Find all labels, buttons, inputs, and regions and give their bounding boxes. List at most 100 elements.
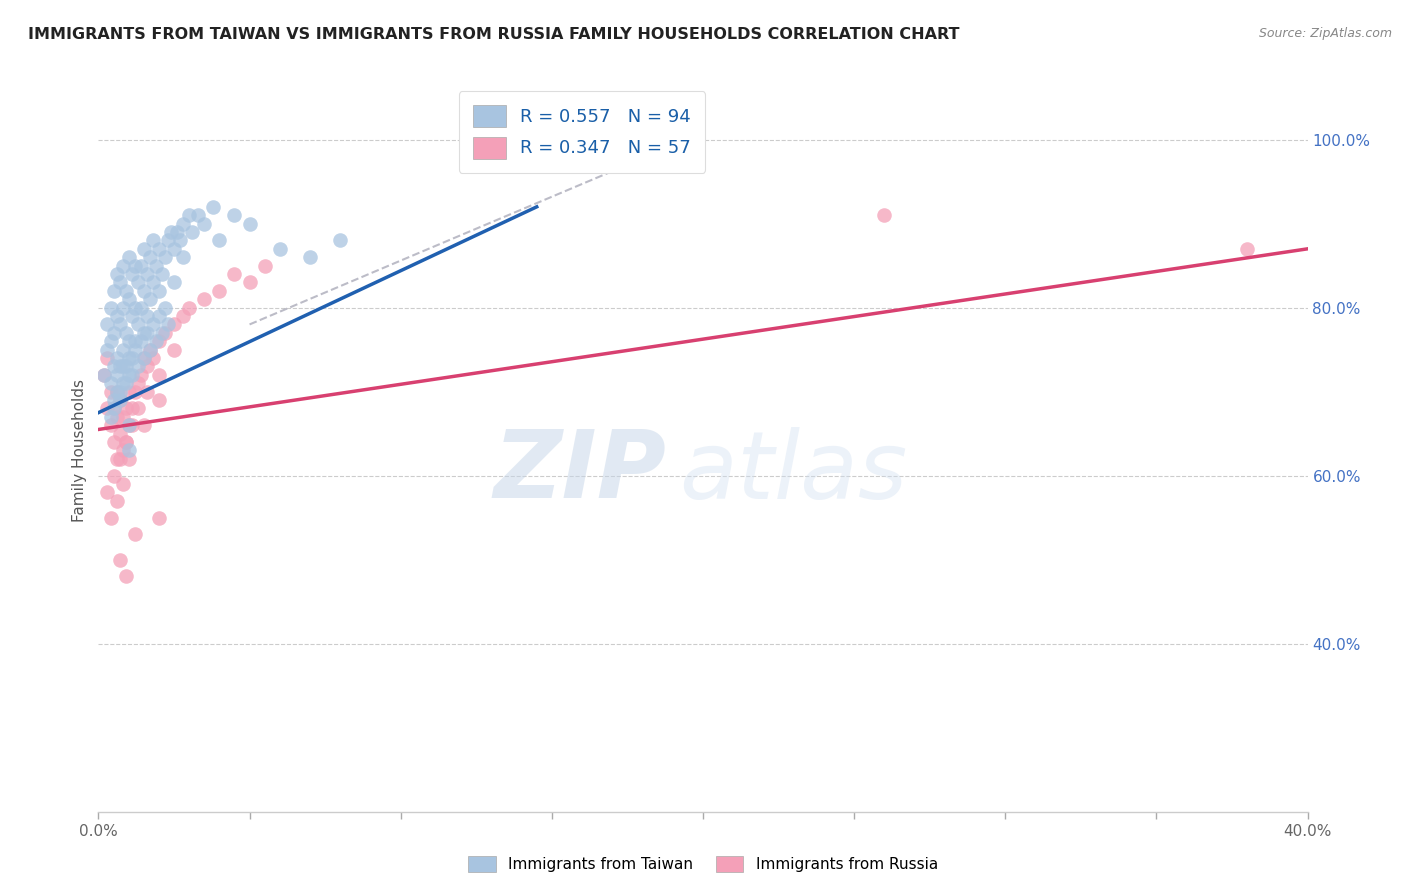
Text: IMMIGRANTS FROM TAIWAN VS IMMIGRANTS FROM RUSSIA FAMILY HOUSEHOLDS CORRELATION C: IMMIGRANTS FROM TAIWAN VS IMMIGRANTS FRO… bbox=[28, 27, 960, 42]
Point bbox=[163, 242, 186, 256]
Point bbox=[156, 234, 179, 248]
Point bbox=[208, 284, 231, 298]
Point bbox=[105, 384, 128, 399]
Point bbox=[142, 318, 165, 332]
Point bbox=[139, 343, 162, 357]
Point bbox=[114, 435, 136, 450]
Point bbox=[139, 250, 162, 264]
Point bbox=[121, 368, 143, 382]
Point bbox=[163, 276, 186, 290]
Point bbox=[103, 401, 125, 416]
Point bbox=[103, 359, 125, 374]
Point bbox=[111, 343, 134, 357]
Point bbox=[105, 368, 128, 382]
Point bbox=[224, 208, 246, 222]
Point bbox=[96, 351, 118, 365]
Point bbox=[121, 309, 143, 323]
Point bbox=[269, 242, 291, 256]
Point bbox=[111, 259, 134, 273]
Point bbox=[108, 384, 131, 399]
Point bbox=[239, 276, 262, 290]
Legend: R = 0.557   N = 94, R = 0.347   N = 57: R = 0.557 N = 94, R = 0.347 N = 57 bbox=[458, 91, 706, 173]
Point bbox=[148, 334, 170, 349]
Point bbox=[148, 392, 170, 407]
Point bbox=[132, 242, 155, 256]
Point bbox=[105, 451, 128, 466]
Point bbox=[148, 284, 170, 298]
Point bbox=[118, 443, 141, 458]
Point bbox=[111, 477, 134, 491]
Point bbox=[96, 318, 118, 332]
Point bbox=[108, 359, 131, 374]
Point bbox=[135, 384, 157, 399]
Point bbox=[208, 234, 231, 248]
Point bbox=[108, 276, 131, 290]
Point bbox=[118, 351, 141, 365]
Point bbox=[172, 309, 194, 323]
Point bbox=[118, 418, 141, 433]
Point bbox=[108, 318, 131, 332]
Point bbox=[103, 326, 125, 340]
Point bbox=[135, 267, 157, 281]
Point bbox=[127, 318, 149, 332]
Point bbox=[103, 468, 125, 483]
Point bbox=[118, 451, 141, 466]
Point bbox=[145, 259, 167, 273]
Point bbox=[124, 527, 146, 541]
Point bbox=[127, 401, 149, 416]
Point bbox=[124, 334, 146, 349]
Point bbox=[103, 435, 125, 450]
Point bbox=[124, 301, 146, 315]
Point bbox=[169, 234, 191, 248]
Point bbox=[118, 292, 141, 306]
Point bbox=[105, 267, 128, 281]
Point bbox=[100, 409, 122, 424]
Point bbox=[111, 443, 134, 458]
Point bbox=[100, 301, 122, 315]
Point bbox=[166, 225, 188, 239]
Point bbox=[179, 301, 201, 315]
Point bbox=[124, 259, 146, 273]
Point bbox=[142, 276, 165, 290]
Point bbox=[105, 351, 128, 365]
Point bbox=[118, 334, 141, 349]
Point bbox=[114, 569, 136, 583]
Point bbox=[193, 217, 215, 231]
Point bbox=[114, 284, 136, 298]
Point bbox=[153, 326, 176, 340]
Point bbox=[139, 343, 162, 357]
Point bbox=[163, 343, 186, 357]
Point bbox=[129, 301, 152, 315]
Point bbox=[111, 376, 134, 391]
Point bbox=[105, 309, 128, 323]
Point bbox=[873, 208, 896, 222]
Point bbox=[103, 392, 125, 407]
Point bbox=[179, 208, 201, 222]
Point bbox=[100, 510, 122, 524]
Point bbox=[124, 343, 146, 357]
Point bbox=[172, 217, 194, 231]
Point bbox=[111, 359, 134, 374]
Point bbox=[127, 376, 149, 391]
Point bbox=[132, 351, 155, 365]
Point bbox=[172, 250, 194, 264]
Point bbox=[114, 359, 136, 374]
Point bbox=[96, 485, 118, 500]
Point bbox=[135, 309, 157, 323]
Point bbox=[148, 368, 170, 382]
Point bbox=[108, 392, 131, 407]
Text: ZIP: ZIP bbox=[494, 426, 666, 518]
Point bbox=[193, 292, 215, 306]
Point bbox=[114, 376, 136, 391]
Point bbox=[96, 401, 118, 416]
Point bbox=[114, 326, 136, 340]
Text: atlas: atlas bbox=[679, 426, 907, 517]
Point bbox=[132, 284, 155, 298]
Point bbox=[132, 351, 155, 365]
Point bbox=[121, 418, 143, 433]
Point bbox=[105, 409, 128, 424]
Point bbox=[118, 384, 141, 399]
Point bbox=[253, 259, 276, 273]
Point bbox=[148, 510, 170, 524]
Point bbox=[135, 326, 157, 340]
